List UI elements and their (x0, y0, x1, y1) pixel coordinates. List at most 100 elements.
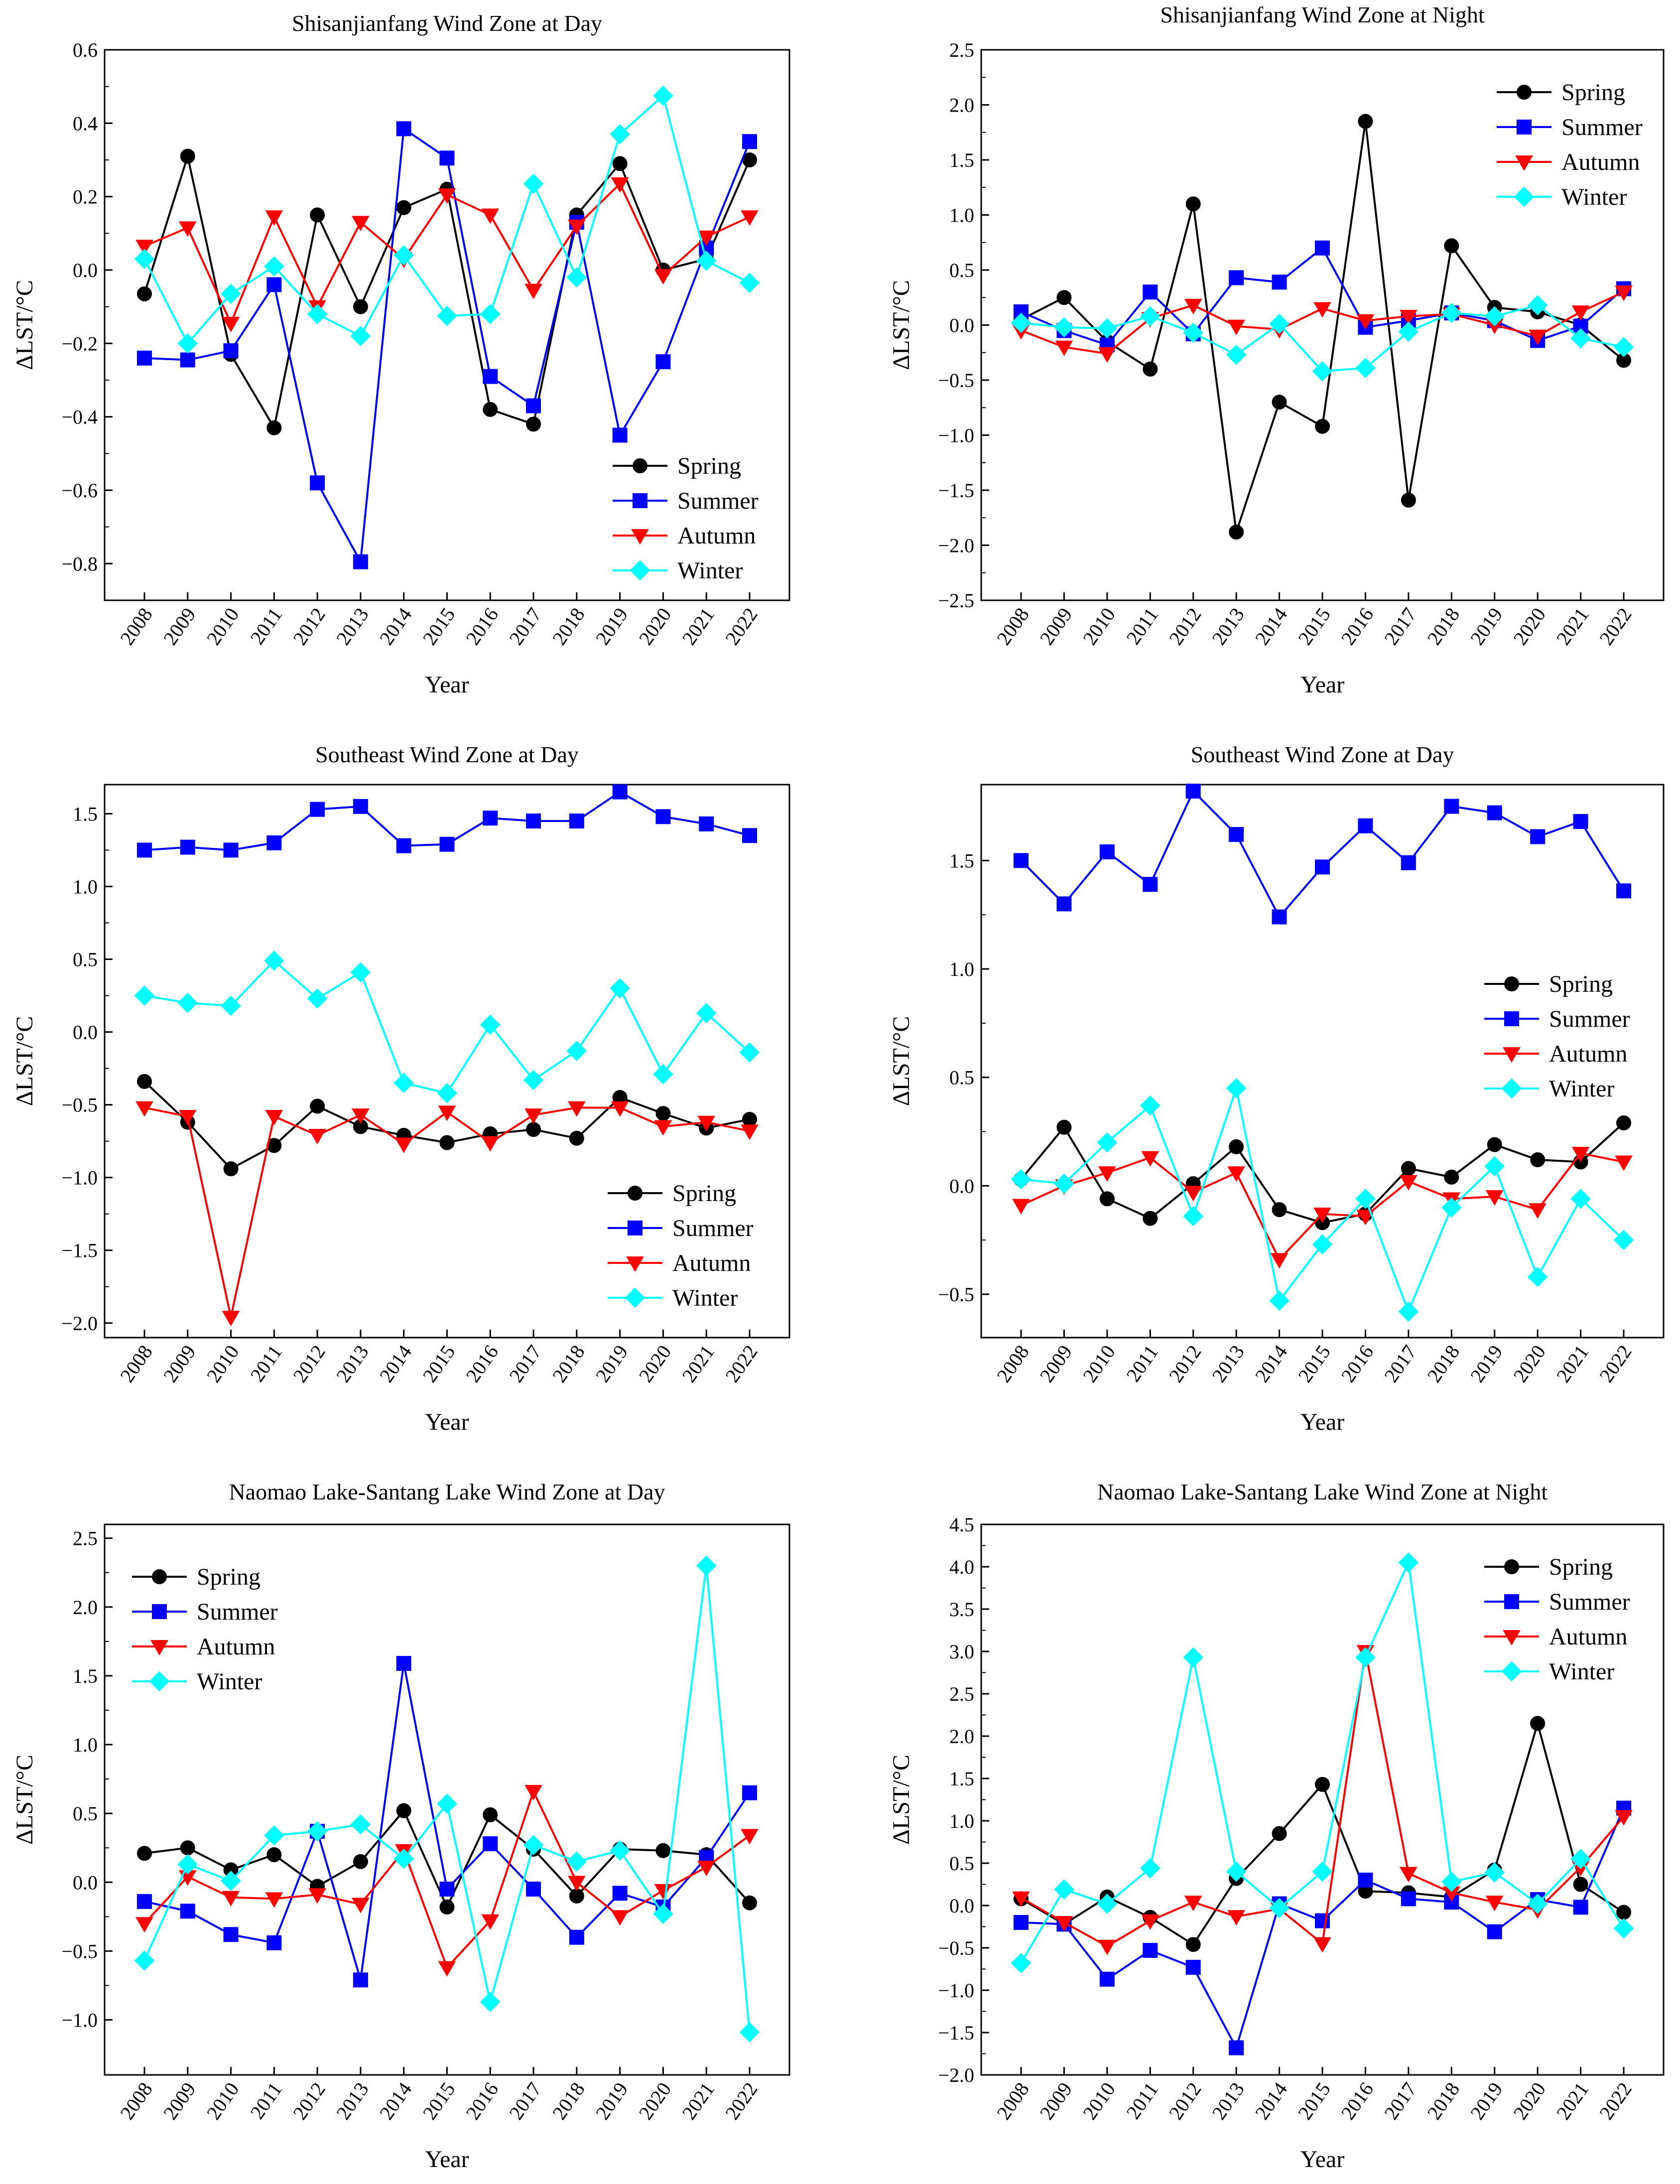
legend-item-summer: Summer (613, 488, 759, 514)
data-point (739, 273, 760, 293)
data-point (265, 210, 283, 226)
y-tick-label: −0.5 (938, 1283, 974, 1306)
data-point (1570, 328, 1591, 349)
data-point (1313, 302, 1331, 318)
data-point (222, 1311, 240, 1327)
data-point (1140, 306, 1161, 327)
data-point (396, 200, 411, 215)
data-point (178, 1110, 197, 1126)
x-tick-label: 2015 (418, 2078, 460, 2124)
data-point (610, 124, 630, 144)
data-point (1613, 1229, 1634, 1250)
data-point (526, 814, 541, 829)
y-tick-label: 1.0 (73, 1734, 98, 1756)
x-tick-label: 2011 (246, 2078, 286, 2123)
data-point (655, 1843, 671, 1858)
legend-label: Winter (1549, 1076, 1614, 1102)
data-point (393, 1848, 414, 1869)
x-axis-label: Year (425, 1409, 469, 1435)
data-point (654, 1884, 672, 1900)
data-point (1098, 1939, 1116, 1955)
y-tick-label: 0.0 (949, 1895, 974, 1917)
legend-item-spring: Spring (1484, 971, 1613, 997)
data-point (1613, 337, 1634, 358)
legend: Spring Summer Autumn Winter (1484, 1554, 1630, 1685)
x-tick-label: 2017 (505, 2078, 546, 2124)
chart-title: Southeast Wind Zone at Day (1191, 742, 1454, 767)
data-point (438, 1961, 456, 1977)
y-tick-label: −1.0 (938, 1979, 974, 2002)
y-tick-label: 0.5 (949, 1852, 974, 1875)
x-tick-label: 2013 (1207, 2078, 1249, 2124)
data-point (1616, 1115, 1631, 1131)
data-point (741, 1829, 759, 1845)
y-tick-label: 3.5 (949, 1598, 974, 1621)
legend-item-winter: Winter (132, 1668, 262, 1695)
data-point (177, 1854, 198, 1875)
x-tick-label: 2018 (1422, 604, 1464, 649)
data-point (653, 1064, 673, 1085)
y-tick-label: 0.0 (73, 1871, 98, 1894)
y-tick-label: 1.0 (73, 875, 98, 898)
data-point (1441, 1197, 1462, 1218)
legend-item-autumn: Autumn (1484, 1041, 1627, 1067)
y-tick-label: −2.0 (61, 1312, 98, 1335)
data-point (1484, 306, 1505, 327)
data-point (481, 1914, 500, 1930)
series-winter (134, 951, 760, 1103)
data-point (353, 299, 368, 314)
data-point (134, 985, 155, 1006)
chart-title: Naomao Lake-Santang Lake Wind Zone at Da… (229, 1479, 665, 1504)
y-tick-label: 2.5 (73, 1527, 98, 1550)
legend-label: Winter (677, 557, 743, 584)
series-summer (137, 784, 757, 858)
data-point (221, 995, 241, 1016)
legend-marker (630, 560, 650, 581)
x-tick-label: 2017 (1380, 2078, 1421, 2124)
data-point (739, 1042, 760, 1063)
data-point (612, 427, 628, 443)
x-tick-label: 2022 (1595, 2078, 1636, 2124)
data-point (1140, 1095, 1161, 1116)
data-point (1527, 1266, 1548, 1287)
chart-panel-3: Southeast Wind Zone at Day 1.5 1.0 0.5 0.0 −0… (11, 742, 790, 1435)
data-point (137, 1894, 152, 1909)
legend-item-summer: Summer (1484, 1006, 1630, 1032)
data-point (137, 350, 152, 366)
data-point (1573, 1877, 1588, 1892)
data-point (1185, 196, 1201, 212)
data-point (1140, 1858, 1161, 1879)
x-tick-label: 2016 (461, 2078, 503, 2124)
x-tick-label: 2014 (1251, 2078, 1292, 2124)
x-tick-label: 2021 (677, 1341, 719, 1386)
y-tick-label: 0.0 (949, 1175, 974, 1197)
y-tick-label: 0.6 (73, 39, 98, 61)
legend-marker (628, 1186, 643, 1201)
legend-item-summer: Summer (608, 1215, 754, 1241)
x-tick-label: 2011 (1122, 1341, 1163, 1386)
data-point (1315, 1776, 1330, 1792)
y-tick-label: 1.5 (949, 1768, 974, 1790)
data-point (568, 1101, 586, 1117)
data-point (1184, 298, 1202, 314)
x-axis-label: Year (1300, 2146, 1344, 2173)
data-point (568, 219, 586, 235)
data-point (524, 1108, 542, 1124)
data-point (353, 799, 368, 814)
y-tick-label: −1.0 (938, 424, 974, 447)
x-tick-label: 2012 (1164, 604, 1206, 649)
y-tick-label: 2.0 (949, 94, 974, 117)
legend-marker (628, 1221, 643, 1235)
legend-item-spring: Spring (608, 1180, 736, 1207)
legend-marker (152, 1604, 167, 1619)
legend-label: Winter (1561, 184, 1627, 210)
y-axis-label: ΔLST/°C (888, 1755, 914, 1845)
legend-label: Spring (672, 1180, 736, 1207)
data-point (264, 256, 284, 276)
data-point (1185, 1937, 1201, 1952)
y-tick-label: −1.5 (938, 2022, 974, 2044)
x-tick-label: 2016 (1337, 1341, 1378, 1386)
y-tick-label: −1.5 (61, 1239, 98, 1262)
legend: Spring Summer Autumn Winter (1484, 971, 1630, 1102)
x-tick-label: 2020 (635, 2078, 676, 2124)
